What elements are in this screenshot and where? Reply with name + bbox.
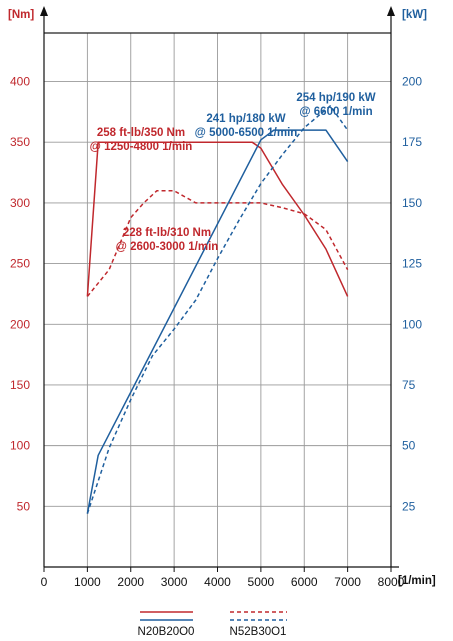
- annotation-ann4-line-1: 254 hp/190 kW: [296, 92, 375, 104]
- annotation-ann2-line-2: @ 2600-3000 1/min: [116, 241, 219, 253]
- x-tick-label: 2000: [117, 575, 144, 589]
- legend-n20-label: N20B20O0: [138, 626, 195, 638]
- x-tick-label: 8000: [378, 575, 405, 589]
- x-axis-unit-label: [1/min]: [398, 575, 436, 587]
- y-left-tick-label: 400: [10, 75, 30, 89]
- y-right-tick-label: 100: [402, 317, 422, 331]
- legend-n52-label: N52B30O1: [230, 626, 287, 638]
- x-tick-label: 1000: [74, 575, 101, 589]
- annotation-ann3-line-1: 241 hp/180 kW: [206, 113, 285, 125]
- annotation-ann3-line-2: @ 5000-6500 1/min: [195, 127, 298, 139]
- y-right-tick-label: 25: [402, 499, 416, 513]
- y-right-tick-label: 50: [402, 439, 416, 453]
- series-line-n52-torque: [86, 190, 349, 297]
- annotation-ann2-line-1: 228 ft-lb/310 Nm: [123, 227, 211, 239]
- y-right-tick-label: 75: [402, 378, 416, 392]
- x-tick-label: 4000: [204, 575, 231, 589]
- y-right-unit-label: [kW]: [402, 9, 427, 21]
- y-left-tick-label: 350: [10, 135, 30, 149]
- annotation-ann4-line-2: @ 6600 1/min: [299, 106, 372, 118]
- y-right-tick-label: 200: [402, 75, 422, 89]
- x-tick-label: 6000: [291, 575, 318, 589]
- series-line-n52-power: [86, 105, 349, 514]
- y-right-tick-label: 125: [402, 257, 422, 271]
- y-axis-left-arrow: [40, 6, 48, 16]
- series-line-n20-power: [86, 129, 349, 514]
- y-left-tick-label: 300: [10, 196, 30, 210]
- annotation-ann1-line-2: @ 1250-4800 1/min: [90, 141, 193, 153]
- x-tick-label: 7000: [334, 575, 361, 589]
- x-tick-label: 5000: [248, 575, 275, 589]
- x-tick-label: 3000: [161, 575, 188, 589]
- annotation-ann1-line-1: 258 ft-lb/350 Nm: [97, 127, 185, 139]
- y-left-unit-label: [Nm]: [8, 9, 34, 21]
- series-line-n20-torque: [86, 141, 349, 297]
- y-left-tick-label: 200: [10, 317, 30, 331]
- y-left-tick-label: 100: [10, 439, 30, 453]
- x-tick-label: 0: [41, 575, 48, 589]
- y-right-tick-label: 150: [402, 196, 422, 210]
- y-left-tick-label: 150: [10, 378, 30, 392]
- y-right-tick-label: 175: [402, 135, 422, 149]
- y-left-tick-label: 50: [17, 499, 31, 513]
- y-axis-right-arrow: [387, 6, 395, 16]
- y-left-tick-label: 250: [10, 257, 30, 271]
